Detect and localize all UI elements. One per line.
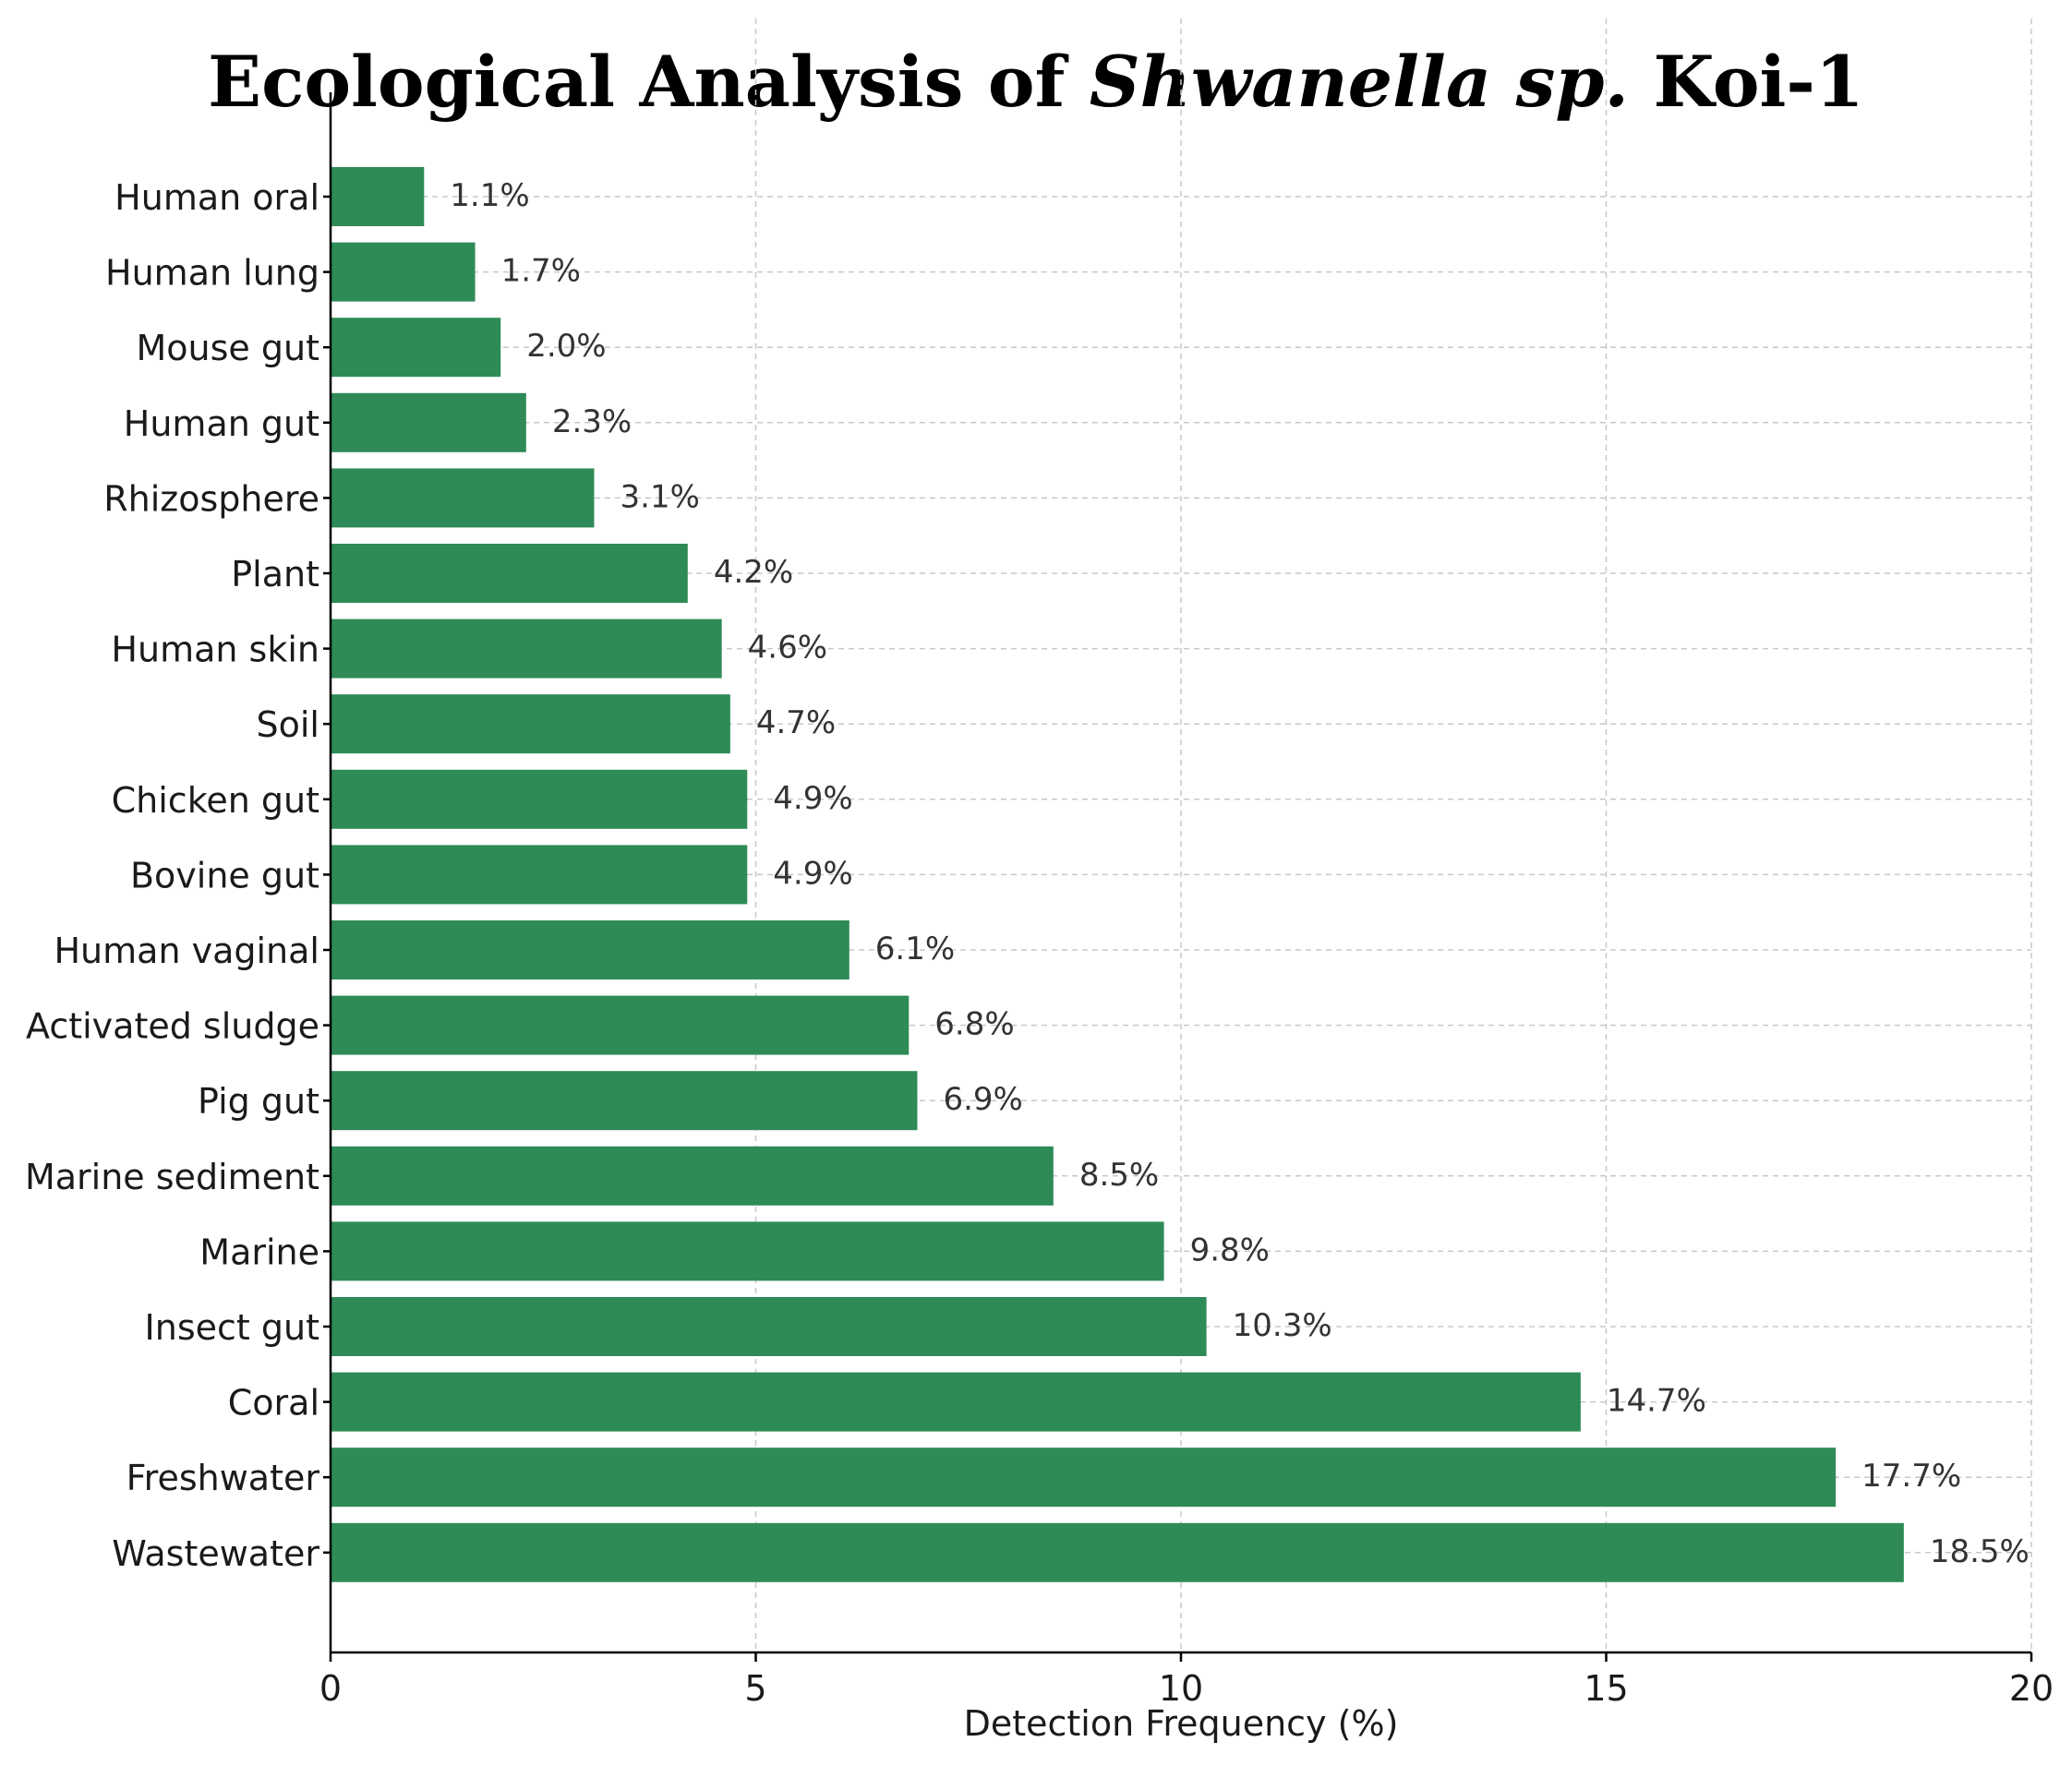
category-label: Chicken gut xyxy=(112,780,319,821)
category-label: Freshwater xyxy=(126,1458,320,1498)
bar xyxy=(331,1297,1207,1356)
x-tick-label: 0 xyxy=(319,1668,342,1709)
bar xyxy=(331,1221,1164,1281)
category-label: Human lung xyxy=(105,253,319,294)
value-label: 4.7% xyxy=(756,704,836,741)
chart-title: Ecological Analysis of Shwanella sp. Koi… xyxy=(208,41,1864,123)
value-label: 3.1% xyxy=(620,478,700,515)
axes xyxy=(323,92,2033,1662)
bar xyxy=(331,392,526,452)
bar xyxy=(331,242,476,302)
bar xyxy=(331,1071,918,1131)
value-label: 6.8% xyxy=(934,1006,1014,1043)
x-tick-label: 15 xyxy=(1584,1668,1628,1709)
category-label: Human gut xyxy=(124,403,319,444)
bar xyxy=(331,318,501,378)
bar xyxy=(331,1448,1837,1508)
category-label: Pig gut xyxy=(198,1081,319,1122)
category-label: Human oral xyxy=(114,177,319,218)
x-tick-label: 5 xyxy=(744,1668,766,1709)
chart-title-prefix: Ecological Analysis of xyxy=(208,41,1090,123)
value-label: 18.5% xyxy=(1930,1533,2030,1570)
value-labels: 1.1% 1.7% 2.0% 2.3% 3.1% 4.2% 4.6% 4.7% 4.9% 4.9%… xyxy=(450,177,2030,1570)
x-axis-title: Detection Frequency (%) xyxy=(964,1703,1399,1744)
bar xyxy=(331,845,748,905)
category-label: Marine sediment xyxy=(25,1157,319,1197)
value-label: 4.6% xyxy=(748,630,827,667)
x-tick-label: 20 xyxy=(2009,1668,2054,1709)
category-label: Marine xyxy=(199,1231,319,1272)
bar xyxy=(331,619,722,679)
value-label: 2.3% xyxy=(552,403,632,440)
category-label: Insect gut xyxy=(145,1307,319,1348)
bar xyxy=(331,1146,1054,1206)
value-label: 10.3% xyxy=(1233,1307,1332,1344)
bar xyxy=(331,468,595,528)
category-label: Mouse gut xyxy=(137,328,319,368)
bar xyxy=(331,769,748,829)
bar xyxy=(331,1522,1904,1582)
bar xyxy=(331,167,425,226)
value-label: 6.9% xyxy=(943,1081,1022,1118)
x-tick-labels: 0 5 10 15 20 xyxy=(319,1668,2054,1709)
category-labels: Human oral Human lung Mouse gut Human gut Rh… xyxy=(25,177,319,1574)
category-label: Rhizosphere xyxy=(103,478,319,519)
bar xyxy=(331,694,730,754)
value-label: 1.1% xyxy=(450,177,529,214)
category-label: Human skin xyxy=(111,630,319,670)
category-label: Bovine gut xyxy=(130,855,319,895)
chart-title-italic: Shwanella sp. xyxy=(1090,41,1629,123)
category-label: Wastewater xyxy=(112,1533,319,1574)
value-label: 8.5% xyxy=(1079,1157,1159,1194)
value-label: 4.2% xyxy=(714,554,793,591)
category-label: Human vaginal xyxy=(54,931,319,971)
chart-title-suffix: Koi-1 xyxy=(1629,41,1864,123)
value-label: 4.9% xyxy=(773,855,852,892)
value-label: 6.1% xyxy=(875,931,955,967)
value-label: 9.8% xyxy=(1190,1231,1270,1268)
category-label: Plant xyxy=(231,554,319,595)
value-label: 4.9% xyxy=(773,780,852,817)
bar xyxy=(331,995,910,1055)
bar xyxy=(331,544,688,603)
value-label: 1.7% xyxy=(501,253,581,290)
value-label: 17.7% xyxy=(1861,1458,1961,1495)
category-label: Coral xyxy=(228,1383,319,1424)
bars xyxy=(331,167,1904,1582)
bar xyxy=(331,1372,1581,1432)
value-label: 2.0% xyxy=(526,328,606,365)
value-label: 14.7% xyxy=(1607,1383,1706,1420)
category-label: Soil xyxy=(257,704,320,745)
bar xyxy=(331,920,849,979)
category-label: Activated sludge xyxy=(26,1006,319,1047)
x-tick-label: 10 xyxy=(1159,1668,1203,1709)
